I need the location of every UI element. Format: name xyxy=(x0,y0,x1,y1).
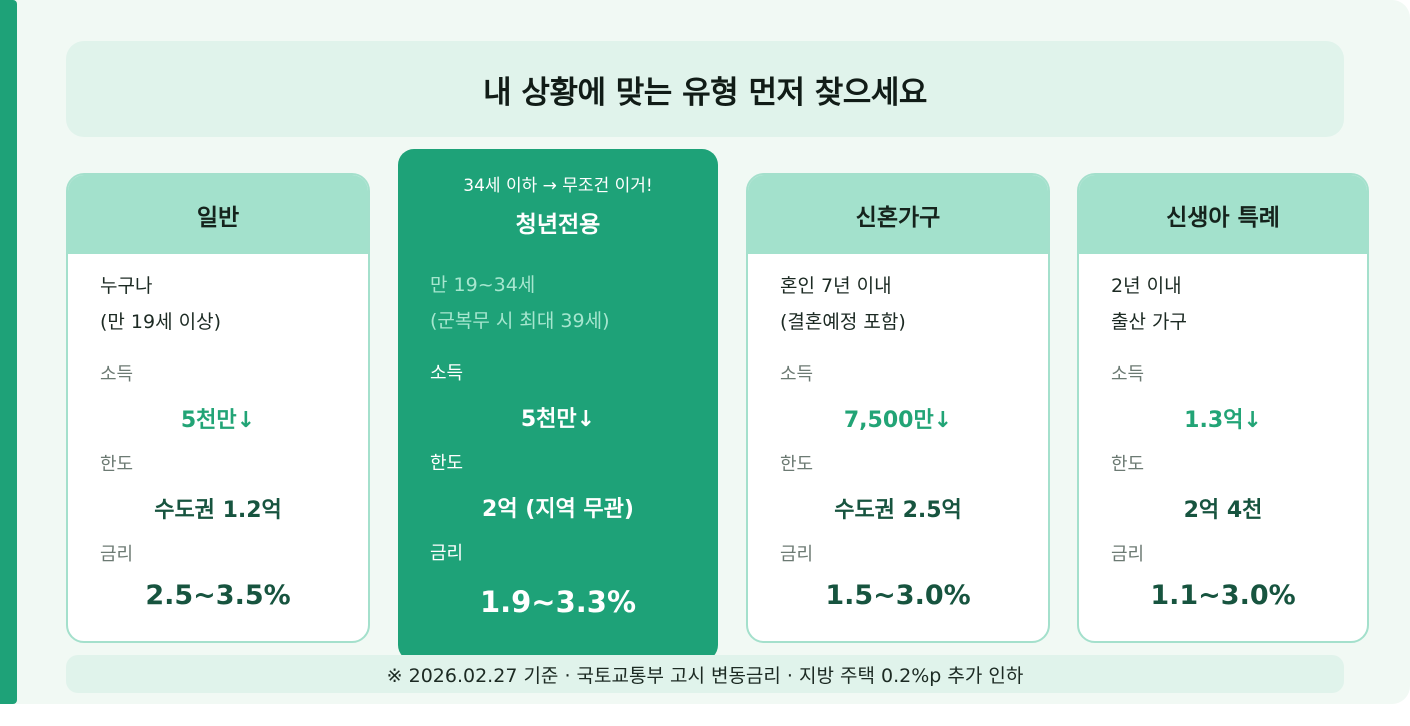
income-label: 소득 xyxy=(1111,364,1145,385)
rate-value: 1.1~3.0% xyxy=(1150,580,1296,611)
eligibility: 2년 이내 출산 가구 xyxy=(1111,268,1187,340)
limit-label: 한도 xyxy=(1111,454,1145,475)
eligibility: 혼인 7년 이내 (결혼예정 포함) xyxy=(780,268,906,340)
eligibility: 만 19~34세 (군복무 시 최대 39세) xyxy=(430,267,609,339)
income-value: 5천만↓ xyxy=(180,408,256,433)
eligibility-line: (결혼예정 포함) xyxy=(780,311,906,333)
eligibility-line: 만 19~34세 xyxy=(430,274,536,296)
card-newlywed[interactable]: 신혼가구 혼인 7년 이내 (결혼예정 포함) 소득 7,500만↓ 한도 수도… xyxy=(746,173,1050,643)
card-title: 청년전용 xyxy=(515,212,601,238)
rate-label: 금리 xyxy=(780,544,814,565)
card-title: 신생아 특례 xyxy=(1166,204,1280,231)
income-label: 소득 xyxy=(780,364,814,385)
card-header: 신생아 특례 xyxy=(1079,175,1367,254)
limit-value: 2억 (지역 무관) xyxy=(482,497,634,522)
limit-label: 한도 xyxy=(780,454,814,475)
income-value: 5천만↓ xyxy=(520,407,596,432)
accent-bar xyxy=(0,0,17,704)
limit-value: 수도권 1.2억 xyxy=(154,498,282,523)
limit-label: 한도 xyxy=(100,454,134,475)
eligibility-line: (만 19세 이상) xyxy=(100,311,222,333)
card-general[interactable]: 일반 누구나 (만 19세 이상) 소득 5천만↓ 한도 수도권 1.2억 금리… xyxy=(66,173,370,643)
card-title: 일반 xyxy=(196,204,240,231)
eligibility-line: (군복무 시 최대 39세) xyxy=(430,310,610,332)
rate-value: 1.5~3.0% xyxy=(825,580,971,611)
income-value: 1.3억↓ xyxy=(1184,408,1262,433)
limit-value: 2억 4천 xyxy=(1183,498,1263,523)
limit-label: 한도 xyxy=(430,453,464,474)
limit-value: 수도권 2.5억 xyxy=(834,498,962,523)
rate-value: 1.9~3.3% xyxy=(479,585,637,619)
card-header: 일반 xyxy=(68,175,368,254)
card-header: 신혼가구 xyxy=(748,175,1048,254)
income-value: 7,500만↓ xyxy=(843,408,953,433)
page-title: 내 상황에 맞는 유형 먼저 찾으세요 xyxy=(483,74,927,111)
eligibility-line: 출산 가구 xyxy=(1111,311,1187,333)
recommend-tag: 34세 이하 → 무조건 이거! xyxy=(463,176,653,196)
title-banner: 내 상황에 맞는 유형 먼저 찾으세요 xyxy=(66,41,1344,137)
footnote: ※ 2026.02.27 기준 · 국토교통부 고시 변동금리 · 지방 주택 … xyxy=(66,655,1344,693)
rate-label: 금리 xyxy=(1111,544,1145,565)
rate-label: 금리 xyxy=(430,543,464,564)
income-label: 소득 xyxy=(430,363,464,384)
eligibility-line: 2년 이내 xyxy=(1111,275,1182,297)
rate-label: 금리 xyxy=(100,544,134,565)
rate-value: 2.5~3.5% xyxy=(145,580,291,611)
income-label: 소득 xyxy=(100,364,134,385)
eligibility-line: 누구나 xyxy=(100,275,153,297)
card-newborn[interactable]: 신생아 특례 2년 이내 출산 가구 소득 1.3억↓ 한도 2억 4천 금리 … xyxy=(1077,173,1369,643)
card-youth[interactable]: 34세 이하 → 무조건 이거! 청년전용 만 19~34세 (군복무 시 최대… xyxy=(398,149,718,661)
eligibility-line: 혼인 7년 이내 xyxy=(780,275,892,297)
eligibility: 누구나 (만 19세 이상) xyxy=(100,268,221,340)
card-title: 신혼가구 xyxy=(855,204,941,231)
